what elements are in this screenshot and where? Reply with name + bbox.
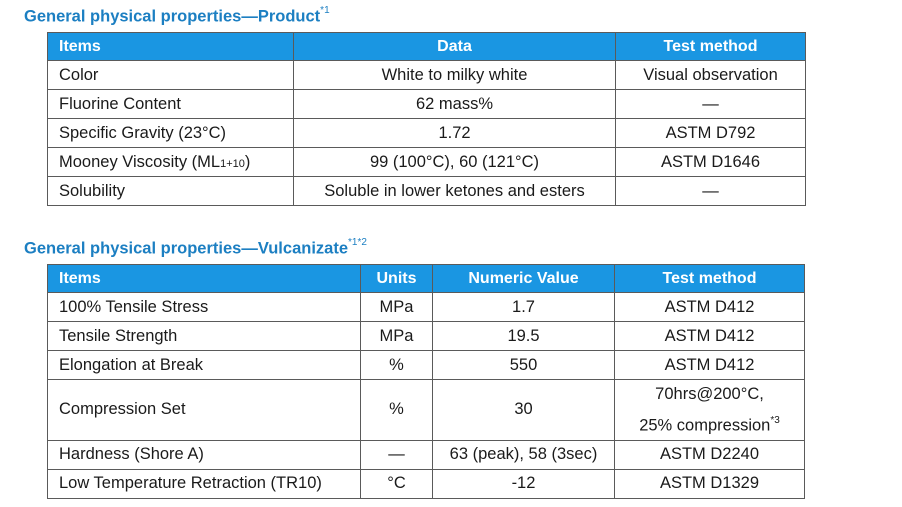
header-test-method: Test method [614,264,805,293]
cell-item: Color [47,60,294,90]
cell-value: 63 (peak), 58 (3sec) [432,439,615,470]
cell-test-method: ASTM D2240 [614,439,805,470]
vulcanizate-title-footnote: *1*2 [348,237,367,248]
cell-test-method: — [615,89,806,119]
cell-value: 19.5 [432,321,615,351]
cell-item: Low Temperature Retraction (TR10) [47,468,361,499]
cell-item: Compression Set [47,379,361,441]
cell-test-method: 70hrs@200°C, 25% compression*3 [614,379,805,441]
table-row: Low Temperature Retraction (TR10) °C -12… [47,468,805,499]
test-line-2: 25% compression [639,416,771,435]
cell-test-method: ASTM D412 [614,350,805,380]
item-subscript: 1+10 [220,157,245,170]
table-row: Tensile Strength MPa 19.5 ASTM D412 [47,321,805,351]
cell-item: Tensile Strength [47,321,361,351]
cell-item: Solubility [47,176,294,206]
header-numeric-value: Numeric Value [432,264,615,293]
cell-data: Soluble in lower ketones and esters [293,176,616,206]
table-row: Compression Set % 30 70hrs@200°C, 25% com… [47,379,805,441]
cell-item: Elongation at Break [47,350,361,380]
cell-test-method: Visual observation [615,60,806,90]
table-row: Hardness (Shore A) — 63 (peak), 58 (3sec… [47,439,805,470]
table-row: Solubility Soluble in lower ketones and … [47,176,806,206]
cell-units: MPa [360,321,433,351]
cell-item: Hardness (Shore A) [47,439,361,470]
header-data: Data [293,32,616,61]
header-test-method: Test method [615,32,806,61]
cell-item: Specific Gravity (23°C) [47,118,294,148]
test-line-1: 70hrs@200°C, [655,385,764,403]
cell-units: MPa [360,292,433,322]
cell-value: -12 [432,468,615,499]
cell-test-method: — [615,176,806,206]
cell-units: % [360,350,433,380]
cell-units: % [360,379,433,441]
cell-test-method: ASTM D1329 [614,468,805,499]
cell-units: — [360,439,433,470]
cell-test-method: ASTM D1646 [615,147,806,177]
table-header-row: Items Units Numeric Value Test method [47,264,805,293]
vulcanizate-properties-table: Items Units Numeric Value Test method 10… [47,264,805,499]
cell-data: White to milky white [293,60,616,90]
cell-units: °C [360,468,433,499]
cell-value: 1.7 [432,292,615,322]
header-units: Units [360,264,433,293]
cell-item: Mooney Viscosity (ML1+10) [47,147,294,177]
table-row: Color White to milky white Visual observ… [47,60,806,90]
product-title-footnote: *1 [320,5,330,16]
cell-item: Fluorine Content [47,89,294,119]
cell-value: 30 [432,379,615,441]
table-row: 100% Tensile Stress MPa 1.7 ASTM D412 [47,292,805,322]
product-section-title: General physical properties—Product*1 [24,5,330,27]
cell-test-method: ASTM D412 [614,292,805,322]
cell-item: 100% Tensile Stress [47,292,361,322]
vulcanizate-section-title: General physical properties—Vulcanizate*… [24,237,367,259]
cell-data: 99 (100°C), 60 (121°C) [293,147,616,177]
table-row: Elongation at Break % 550 ASTM D412 [47,350,805,380]
test-footnote: *3 [770,415,780,426]
table-row: Fluorine Content 62 mass% — [47,89,806,119]
header-items: Items [47,264,361,293]
table-row: Mooney Viscosity (ML1+10) 99 (100°C), 60… [47,147,806,177]
cell-test-method: ASTM D412 [614,321,805,351]
item-main-text: Mooney Viscosity (ML [59,152,221,171]
product-title-text: General physical properties—Product [24,7,321,26]
table-header-row: Items Data Test method [47,32,806,61]
cell-data: 62 mass% [293,89,616,119]
cell-value: 550 [432,350,615,380]
item-end-text: ) [244,152,251,171]
cell-test-method: ASTM D792 [615,118,806,148]
header-items: Items [47,32,294,61]
product-properties-table: Items Data Test method Color White to mi… [47,32,806,206]
table-row: Specific Gravity (23°C) 1.72 ASTM D792 [47,118,806,148]
vulcanizate-title-text: General physical properties—Vulcanizate [24,239,349,258]
cell-data: 1.72 [293,118,616,148]
